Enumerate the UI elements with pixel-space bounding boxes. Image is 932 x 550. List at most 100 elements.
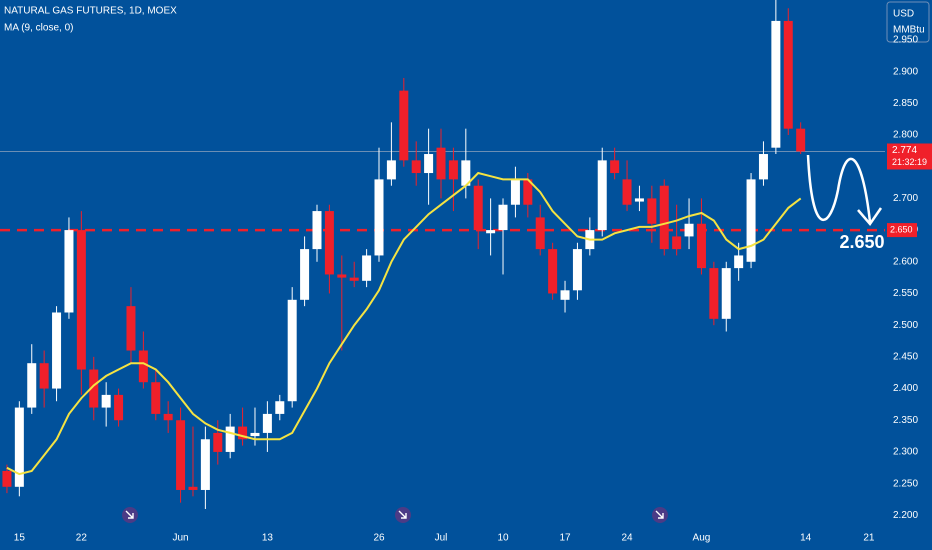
candle-body bbox=[374, 179, 384, 256]
x-tick-label: 21 bbox=[863, 533, 875, 544]
candle-body bbox=[2, 470, 12, 487]
candle-body bbox=[27, 363, 37, 408]
x-tick-label: 17 bbox=[559, 533, 571, 544]
candle-body bbox=[510, 179, 520, 205]
candle-body bbox=[225, 426, 235, 452]
candle-body bbox=[436, 147, 446, 180]
candle-body bbox=[659, 185, 669, 250]
candle-body bbox=[399, 90, 409, 161]
candle-body bbox=[610, 160, 620, 174]
y-tick-label: 2.500 bbox=[893, 320, 918, 331]
y-tick-label: 2.350 bbox=[893, 415, 918, 426]
event-icon[interactable] bbox=[122, 507, 138, 523]
candle-body bbox=[64, 230, 74, 313]
event-icon[interactable] bbox=[395, 507, 411, 523]
candle-body bbox=[362, 255, 372, 281]
candle-body bbox=[758, 154, 768, 180]
x-tick-label: Jul bbox=[435, 533, 448, 544]
candle-body bbox=[486, 230, 496, 234]
candle-body bbox=[696, 223, 706, 269]
candle-body bbox=[163, 413, 173, 421]
candle-body bbox=[349, 277, 359, 281]
y-tick-label: 2.850 bbox=[893, 98, 918, 109]
candle-body bbox=[448, 160, 458, 180]
candle-body bbox=[200, 439, 210, 490]
candle-body bbox=[796, 128, 806, 152]
candle-body bbox=[114, 394, 124, 421]
y-tick-label: 2.600 bbox=[893, 256, 918, 267]
event-icon[interactable] bbox=[652, 507, 668, 523]
candle-body bbox=[176, 420, 186, 490]
candle-body bbox=[238, 426, 248, 440]
x-tick-label: 14 bbox=[800, 533, 812, 544]
currency: USD bbox=[893, 9, 914, 20]
unit: MMBtu bbox=[893, 25, 925, 36]
candle-body bbox=[473, 185, 483, 231]
candle-body bbox=[461, 160, 471, 186]
x-tick-label: Jun bbox=[173, 533, 189, 544]
candle-body bbox=[634, 198, 644, 202]
candle-body bbox=[709, 268, 719, 319]
candle-body bbox=[275, 401, 285, 414]
candle-body bbox=[597, 160, 607, 231]
candle-body bbox=[250, 432, 260, 437]
candle-body bbox=[312, 211, 322, 250]
y-tick-label: 2.550 bbox=[893, 288, 918, 299]
candle-body bbox=[188, 486, 198, 490]
y-tick-label: 2.450 bbox=[893, 352, 918, 363]
candle-body bbox=[498, 204, 508, 231]
price-tag bbox=[887, 143, 932, 170]
y-tick-label: 2.300 bbox=[893, 447, 918, 458]
level-tag-label: 2.650 bbox=[890, 224, 913, 234]
y-tick-label: 2.950 bbox=[893, 35, 918, 46]
ma-line bbox=[6, 171, 802, 476]
candle-body bbox=[721, 268, 731, 319]
candle-body bbox=[560, 290, 570, 300]
candle-body bbox=[101, 394, 111, 408]
candle-body bbox=[734, 255, 744, 269]
candle-body bbox=[523, 179, 533, 205]
y-tick-label: 2.800 bbox=[893, 130, 918, 141]
candle-body bbox=[548, 249, 558, 294]
currency-box[interactable] bbox=[886, 1, 930, 43]
candle-body bbox=[52, 312, 62, 389]
y-tick-label: 2.250 bbox=[893, 478, 918, 489]
y-tick-label: 2.200 bbox=[893, 510, 918, 521]
candle-body bbox=[572, 249, 582, 291]
candle-body bbox=[386, 160, 396, 180]
x-tick-label: 26 bbox=[373, 533, 385, 544]
candle-body bbox=[138, 350, 148, 383]
candle-body bbox=[287, 299, 297, 402]
candle-body bbox=[39, 363, 49, 389]
x-tick-label: 24 bbox=[621, 533, 633, 544]
price-tag-label: 2.774 bbox=[892, 145, 917, 156]
candle-body bbox=[262, 413, 272, 433]
candle-body bbox=[89, 369, 99, 408]
x-tick-label: 15 bbox=[14, 533, 26, 544]
candle-body bbox=[126, 306, 136, 351]
arrow-head bbox=[857, 207, 883, 227]
candle-body bbox=[324, 211, 334, 275]
candle-body bbox=[76, 230, 86, 370]
indicator-label: MA (9, close, 0) bbox=[4, 23, 73, 34]
candle-body bbox=[411, 160, 421, 174]
y-tick-label: 2.400 bbox=[893, 383, 918, 394]
candle-body bbox=[771, 20, 781, 148]
candle-body bbox=[14, 407, 24, 487]
candle-body bbox=[535, 217, 545, 250]
candle-body bbox=[647, 198, 657, 224]
candle-body bbox=[684, 223, 694, 237]
candle-body bbox=[622, 179, 632, 205]
candle-body bbox=[783, 20, 793, 129]
candle-body bbox=[213, 432, 223, 452]
plot bbox=[0, 0, 885, 509]
x-tick-label: 22 bbox=[76, 533, 88, 544]
y-tick-label: 2.700 bbox=[893, 193, 918, 204]
candle-body bbox=[746, 179, 756, 262]
candle-body bbox=[424, 154, 434, 174]
x-tick-label: Aug bbox=[693, 533, 711, 544]
candle-body bbox=[151, 382, 161, 414]
annotation: 2.650 bbox=[839, 232, 884, 252]
candle-body bbox=[337, 274, 347, 278]
